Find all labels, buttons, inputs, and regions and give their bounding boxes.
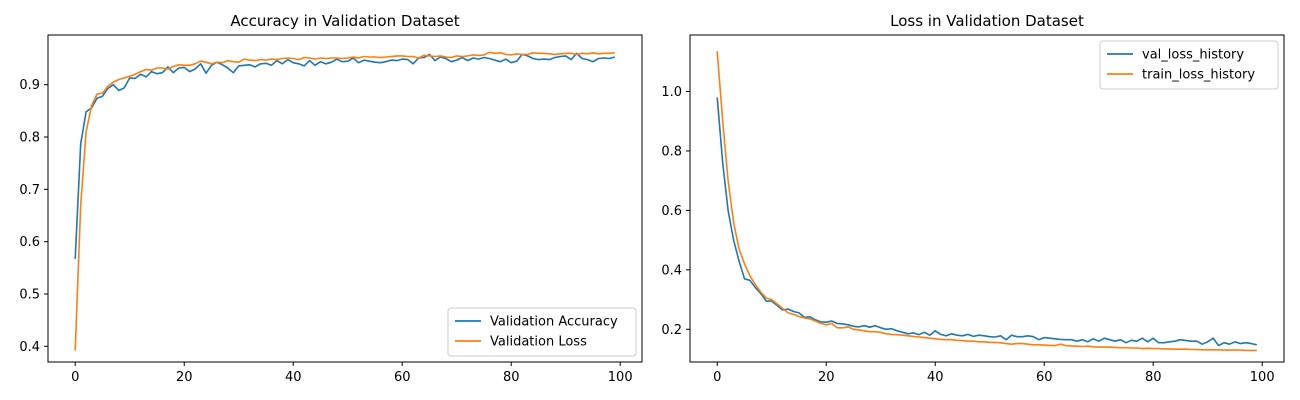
chart-title: Accuracy in Validation Dataset — [230, 12, 459, 30]
y-tick-label: 0.9 — [19, 78, 40, 93]
legend-box — [447, 307, 637, 357]
x-tick-label: 100 — [608, 370, 633, 385]
y-tick-label: 1.0 — [661, 85, 682, 100]
series-line-validation-loss — [74, 51, 615, 351]
x-tick-label: 60 — [394, 370, 411, 385]
legend: Validation Accuracy Validation Loss — [447, 307, 637, 357]
y-tick-label: 0.8 — [19, 131, 40, 146]
y-tick-label: 0.2 — [661, 323, 682, 338]
x-tick-label: 80 — [503, 370, 520, 385]
legend-label: val_loss_history — [1142, 48, 1244, 63]
x-tick-label: 60 — [1036, 370, 1053, 385]
x-tick-label: 0 — [713, 370, 721, 385]
x-tick-label: 100 — [1250, 370, 1275, 385]
y-tick-label: 0.8 — [661, 144, 682, 159]
series-line-val-loss-history — [716, 97, 1257, 347]
x-tick-label: 0 — [71, 370, 79, 385]
legend-label: Validation Accuracy — [490, 315, 618, 330]
y-tick-label: 0.6 — [661, 204, 682, 219]
legend-box — [1099, 40, 1279, 90]
series-lines — [74, 51, 616, 351]
series-line-validation-accuracy — [74, 52, 616, 259]
y-tick-label: 0.5 — [19, 287, 40, 302]
x-tick-label: 40 — [285, 370, 302, 385]
y-tick-label: 0.4 — [19, 340, 40, 355]
legend: val_loss_history train_loss_history — [1099, 40, 1279, 90]
y-tick-label: 0.7 — [19, 183, 40, 198]
series-lines — [716, 51, 1257, 352]
plot-frame — [689, 34, 1285, 363]
legend-label: train_loss_history — [1142, 68, 1255, 83]
loss-panel: Loss in Validation Dataset 0 20 40 60 80 100 0.… — [661, 12, 1285, 385]
x-tick-label: 40 — [927, 370, 944, 385]
plot-frame — [47, 34, 643, 363]
x-tick-label: 20 — [818, 370, 835, 385]
y-tick-label: 0.6 — [19, 235, 40, 250]
series-line-train-loss-history — [716, 51, 1257, 352]
accuracy-panel: Accuracy in Validation Dataset 0 20 40 60 80 1… — [19, 12, 643, 385]
x-tick-label: 80 — [1145, 370, 1162, 385]
legend-label: Validation Loss — [490, 335, 587, 350]
x-tick-label: 20 — [176, 370, 193, 385]
chart-title: Loss in Validation Dataset — [890, 12, 1084, 30]
y-tick-label: 0.4 — [661, 263, 682, 278]
